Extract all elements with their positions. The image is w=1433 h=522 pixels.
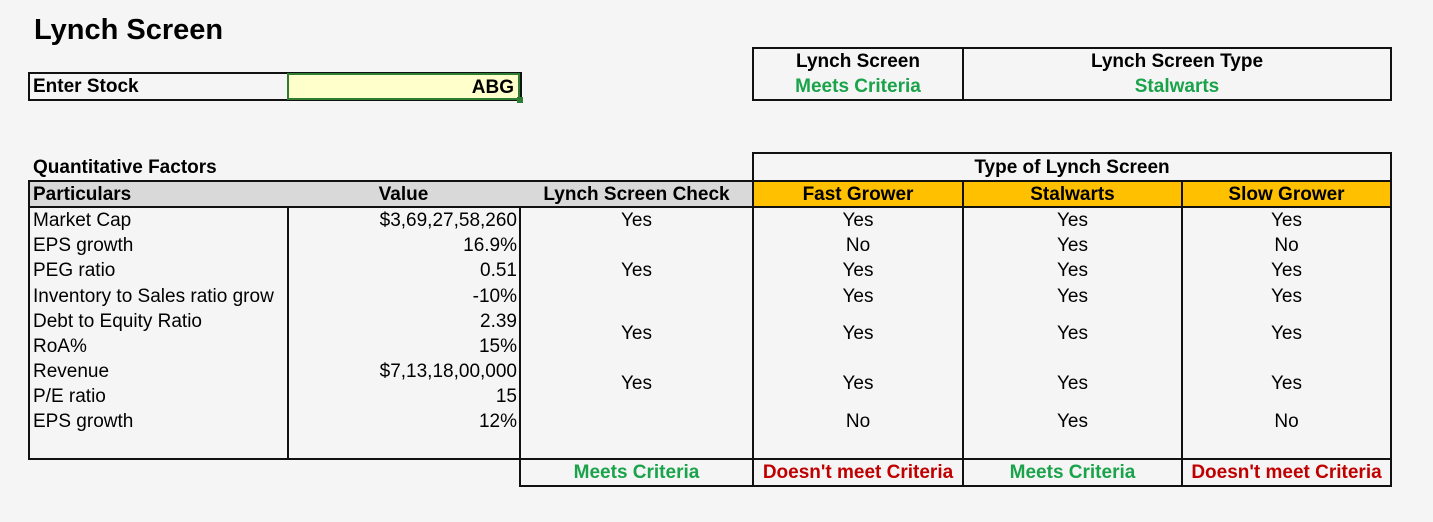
stalwarts-cell: Yes: [1057, 373, 1088, 394]
summary-screen-value: Meets Criteria: [795, 76, 921, 97]
result-check: Meets Criteria: [573, 462, 700, 483]
fast-cell: Yes: [842, 373, 874, 394]
check-cell: Yes: [621, 373, 652, 394]
col-header-slow-grower: Slow Grower: [1228, 184, 1345, 205]
stock-input-value: ABG: [471, 77, 514, 98]
value-cell: 2.39: [480, 311, 517, 332]
particular-cell: PEG ratio: [33, 260, 116, 281]
col-header-check: Lynch Screen Check: [543, 184, 730, 205]
value-cell: $3,69,27,58,260: [379, 210, 517, 231]
col-header-value: Value: [378, 184, 429, 205]
col-header-particulars: Particulars: [33, 184, 132, 205]
col-header-stalwarts: Stalwarts: [1030, 184, 1115, 205]
result-stalwarts: Meets Criteria: [1009, 462, 1136, 483]
grid-line: [28, 180, 30, 460]
slow-cell: Yes: [1271, 260, 1302, 281]
stalwarts-cell: Yes: [1057, 235, 1088, 256]
value-cell: 12%: [478, 411, 517, 432]
header-fill-gray: [29, 180, 753, 207]
fast-cell: Yes: [842, 260, 874, 281]
summary-type-header: Lynch Screen Type: [1090, 51, 1264, 72]
value-cell: $7,13,18,00,000: [379, 361, 517, 382]
value-cell: 15%: [478, 336, 517, 357]
particular-cell: RoA%: [33, 336, 87, 357]
result-fast-grower: Doesn't meet Criteria: [762, 462, 954, 483]
slow-cell: Yes: [1271, 373, 1302, 394]
stalwarts-cell: Yes: [1057, 286, 1088, 307]
particular-cell: Market Cap: [33, 210, 132, 231]
grid-line: [287, 206, 289, 460]
input-fill-handle[interactable]: [517, 97, 523, 103]
slow-cell: No: [1274, 235, 1299, 256]
grid-line: [752, 180, 754, 487]
stalwarts-cell: Yes: [1057, 210, 1088, 231]
check-cell: Yes: [621, 323, 652, 344]
enter-stock-label: Enter Stock: [33, 76, 139, 97]
grid-line: [1181, 180, 1183, 487]
particular-cell: EPS growth: [33, 411, 134, 432]
grid-line: [962, 180, 964, 487]
fast-cell: Yes: [842, 323, 874, 344]
stalwarts-cell: Yes: [1057, 260, 1088, 281]
particular-cell: Debt to Equity Ratio: [33, 311, 202, 332]
grid-line: [28, 206, 1392, 208]
grid-line: [28, 180, 1392, 182]
summary-type-value: Stalwarts: [1134, 76, 1220, 97]
fast-cell: No: [845, 235, 871, 256]
particular-cell: EPS growth: [33, 235, 134, 256]
quantitative-factors-title: Quantitative Factors: [33, 157, 217, 178]
fast-cell: Yes: [842, 210, 874, 231]
grid-line: [519, 206, 521, 487]
slow-cell: No: [1274, 411, 1299, 432]
result-slow-grower: Doesn't meet Criteria: [1191, 462, 1382, 483]
check-cell: Yes: [621, 210, 652, 231]
header-fill-orange: [753, 180, 1391, 207]
fast-cell: No: [845, 411, 871, 432]
value-cell: 0.51: [480, 260, 517, 281]
type-of-screen-title: Type of Lynch Screen: [974, 157, 1170, 178]
summary-divider: [962, 47, 964, 101]
value-cell: 15: [495, 386, 517, 407]
grid-line: [1390, 152, 1392, 487]
fast-cell: Yes: [842, 286, 874, 307]
check-cell: Yes: [621, 260, 652, 281]
particular-cell: P/E ratio: [33, 386, 106, 407]
stalwarts-cell: Yes: [1057, 411, 1088, 432]
slow-cell: Yes: [1271, 323, 1302, 344]
grid-line: [520, 485, 1392, 487]
value-cell: 16.9%: [463, 235, 517, 256]
grid-line: [28, 458, 1392, 460]
summary-box: [752, 47, 1392, 101]
particular-cell: Inventory to Sales ratio grow: [33, 286, 274, 307]
slow-cell: Yes: [1271, 286, 1302, 307]
page-title: Lynch Screen: [34, 14, 224, 46]
stock-input[interactable]: ABG: [287, 73, 520, 100]
stalwarts-cell: Yes: [1057, 323, 1088, 344]
col-header-fast-grower: Fast Grower: [802, 184, 914, 205]
slow-cell: Yes: [1271, 210, 1302, 231]
enter-stock-row: [28, 72, 522, 101]
particular-cell: Revenue: [33, 361, 110, 382]
summary-screen-header: Lynch Screen: [796, 51, 920, 72]
value-cell: -10%: [472, 286, 517, 307]
